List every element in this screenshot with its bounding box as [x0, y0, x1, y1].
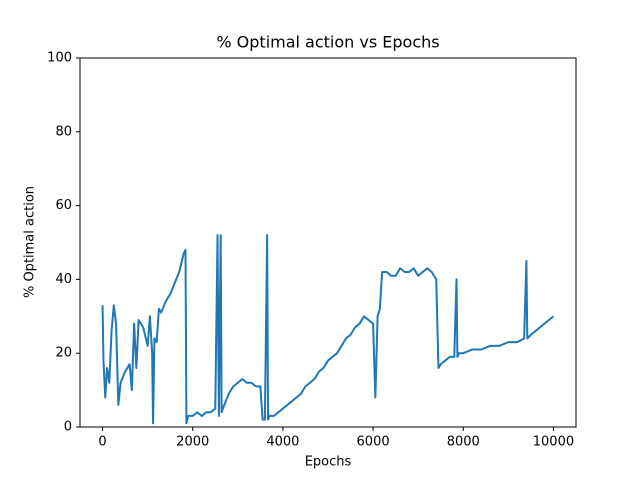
plot-frame	[79, 57, 577, 428]
x-tick-label: 2000	[176, 435, 209, 450]
y-tick-label: 100	[47, 51, 72, 66]
y-tick-label: 80	[55, 124, 72, 139]
x-tick-label: 4000	[266, 435, 299, 450]
y-axis-label: % Optimal action	[23, 186, 38, 298]
y-tick-label: 20	[55, 346, 72, 361]
x-tick-label: 0	[98, 435, 106, 450]
y-tick-label: 0	[64, 420, 72, 435]
x-tick-label: 8000	[447, 435, 480, 450]
data-line	[101, 234, 555, 425]
chart-title: % Optimal action vs Epochs	[216, 33, 439, 52]
y-tick-label: 60	[55, 198, 72, 213]
x-axis-label: Epochs	[305, 455, 352, 470]
y-tick-label: 40	[55, 272, 72, 287]
x-tick-label: 6000	[357, 435, 390, 450]
x-tick-label: 10000	[533, 435, 574, 450]
